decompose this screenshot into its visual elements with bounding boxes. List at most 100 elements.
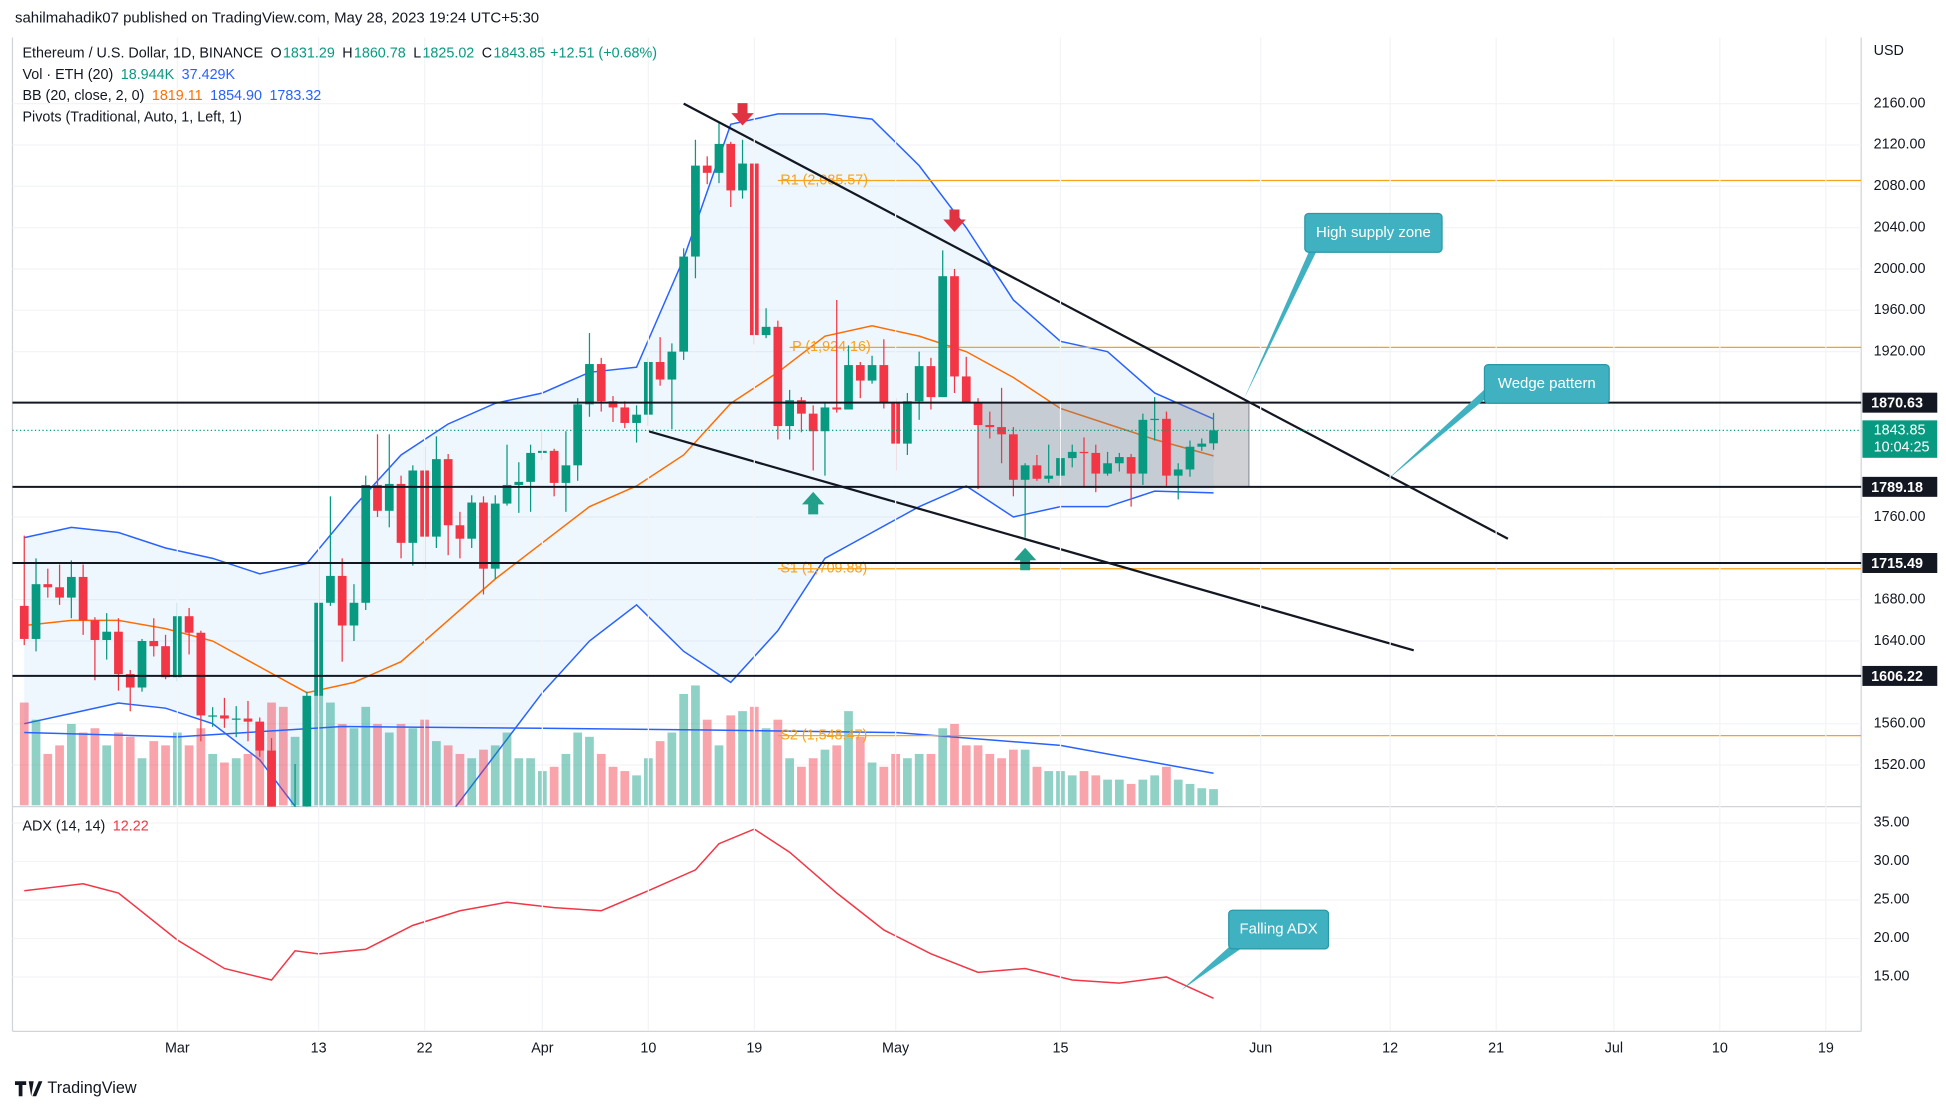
bb-basis xyxy=(24,325,1214,694)
volume-bar xyxy=(137,758,147,806)
footer-logo xyxy=(14,1081,43,1097)
bb-lower xyxy=(24,485,1214,807)
candle-body xyxy=(231,718,241,720)
candle-body xyxy=(66,576,76,598)
candle-body xyxy=(702,165,712,173)
volume-bar xyxy=(1197,788,1207,806)
candle-body xyxy=(985,425,995,428)
marker-arrow xyxy=(731,103,754,126)
volume-bar xyxy=(149,741,159,806)
candle-body xyxy=(455,525,465,539)
candle-body xyxy=(714,143,724,173)
candle-body xyxy=(290,806,300,807)
volume-bar xyxy=(479,749,488,806)
level-tag xyxy=(1862,665,1938,686)
candle-body xyxy=(973,402,983,426)
legend-item: 1854.90 xyxy=(210,88,262,104)
volume-bar xyxy=(632,775,641,806)
candle-body xyxy=(549,450,559,483)
legend: ADX (14, 14) 12.22 xyxy=(22,818,148,834)
level-label: 1606.22 xyxy=(1871,669,1923,685)
legend-item: 12.22 xyxy=(113,818,149,834)
legend-item: 1831.29 xyxy=(283,45,335,61)
candle-body xyxy=(490,503,500,569)
candle-body xyxy=(1020,465,1030,480)
x-tick-label: 21 xyxy=(1488,1041,1504,1057)
x-tick-label: Mar xyxy=(165,1041,190,1057)
candle-body xyxy=(879,365,889,404)
candle-body xyxy=(761,326,771,336)
candle-body xyxy=(1150,418,1160,421)
callout-text: High supply zone xyxy=(1316,224,1431,241)
candle-body xyxy=(832,407,842,410)
candle-body xyxy=(655,361,665,380)
candle-body xyxy=(926,366,936,398)
candle-body xyxy=(608,401,618,408)
candle-body xyxy=(914,366,924,402)
pivot-label: P (1,924.16) xyxy=(792,339,871,355)
candle-body xyxy=(55,587,64,598)
volume-bar xyxy=(985,753,995,806)
level-tag xyxy=(1862,553,1938,573)
candle-body xyxy=(867,365,877,381)
volume-bar xyxy=(785,758,795,806)
marker-arrow xyxy=(943,209,966,233)
y-tick-label: 2080.00 xyxy=(1874,178,1926,194)
volume-bar xyxy=(432,741,441,806)
volume-bar xyxy=(231,758,241,806)
callout-text: Falling ADX xyxy=(1240,921,1318,938)
candle-body xyxy=(808,413,818,432)
candle-body xyxy=(255,721,265,751)
y-tick-label: 1560.00 xyxy=(1874,715,1926,731)
volume-bar xyxy=(1020,749,1030,806)
volume-bar xyxy=(326,702,335,806)
countdown: 10:04:25 xyxy=(1874,440,1930,456)
candle-body xyxy=(373,484,382,511)
volume-bar xyxy=(926,753,936,806)
candle-body xyxy=(114,631,123,675)
volume-bar xyxy=(125,736,135,806)
volume-bar xyxy=(832,745,842,806)
legend: Vol · ETH (20) 18.944K 37.429K xyxy=(22,67,235,83)
volume-bar xyxy=(820,749,830,806)
legend-item: ADX (14, 14) xyxy=(22,818,105,834)
candle-body xyxy=(620,407,630,423)
candle-body xyxy=(90,620,100,640)
volume-bar xyxy=(408,728,418,806)
candle-body xyxy=(220,715,229,719)
volume-bar xyxy=(549,766,559,806)
legend-item: Pivots (Traditional, Auto, 1, Left, 1) xyxy=(22,109,241,125)
candle-body xyxy=(137,641,147,688)
volume-bar xyxy=(1126,783,1136,806)
legend-item: 18.944K xyxy=(121,67,175,83)
x-tick-label: 10 xyxy=(640,1041,656,1057)
legend-item: C xyxy=(482,45,492,61)
candle-body xyxy=(820,407,830,432)
x-tick-label: 19 xyxy=(1818,1041,1834,1057)
volume-bar xyxy=(761,728,771,806)
volume-bar xyxy=(1114,779,1124,806)
volume-bar xyxy=(879,766,889,806)
candle-body xyxy=(502,484,512,504)
marker-arrow xyxy=(801,491,825,515)
bb-upper xyxy=(24,113,1214,575)
legend-item: O xyxy=(271,45,282,61)
x-tick-label: Jun xyxy=(1249,1041,1272,1057)
candle-body xyxy=(337,575,347,626)
candle-body xyxy=(1185,446,1195,470)
candle-body xyxy=(1103,463,1112,474)
volume-bar xyxy=(1079,771,1089,806)
candle-body xyxy=(691,165,700,257)
candle-body xyxy=(1032,465,1042,479)
volume-bar xyxy=(997,758,1006,806)
callout-box xyxy=(1228,909,1330,950)
candle-body xyxy=(326,575,335,603)
y-tick-label: 2040.00 xyxy=(1874,219,1926,235)
volume-bar xyxy=(655,741,665,806)
volume-bar xyxy=(220,762,229,806)
volume-bar xyxy=(679,693,689,806)
y-tick-label: 1640.00 xyxy=(1874,633,1926,649)
volume-bar xyxy=(1044,771,1054,806)
candle-body xyxy=(184,616,194,633)
volume-bar xyxy=(31,719,41,806)
